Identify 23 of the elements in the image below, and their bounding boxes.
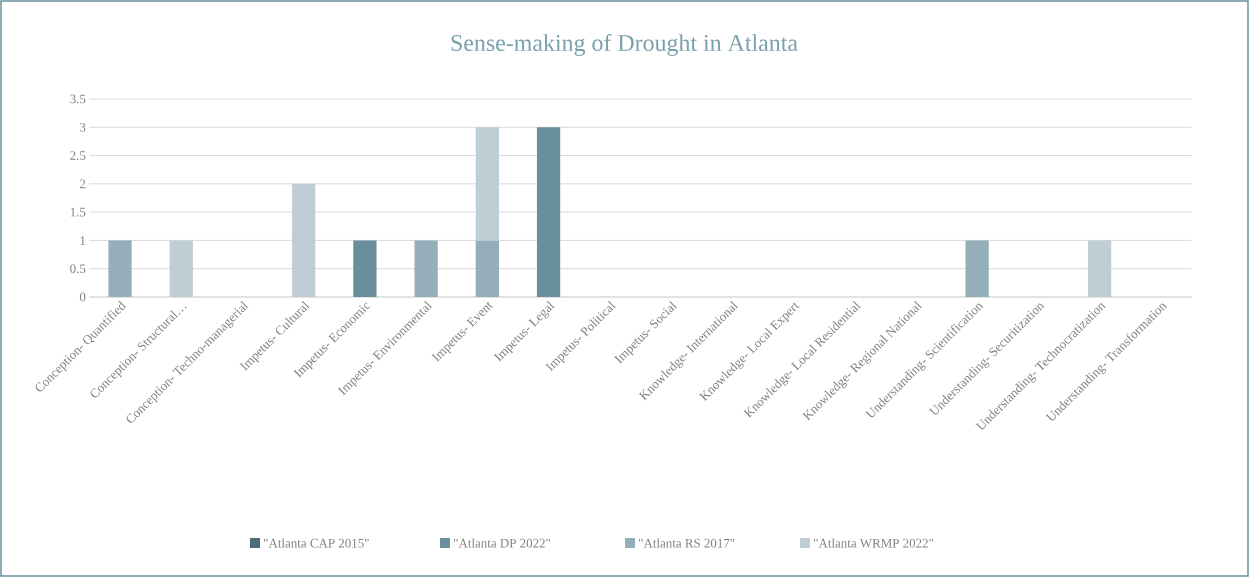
legend-label: "Atlanta WRMP 2022" xyxy=(814,538,934,548)
bar xyxy=(108,240,132,297)
legend-label: "Atlanta DP 2022" xyxy=(454,538,551,548)
legend-label: "Atlanta RS 2017" xyxy=(639,538,735,548)
bar xyxy=(414,240,438,297)
bar xyxy=(965,240,989,297)
bar xyxy=(292,183,316,297)
bar xyxy=(475,240,499,297)
bar xyxy=(353,240,377,297)
bar xyxy=(475,127,499,241)
y-tick-label: 2 xyxy=(79,179,86,189)
y-tick-label: 1.5 xyxy=(70,207,86,217)
y-tick-label: 2.5 xyxy=(70,151,86,160)
y-tick-label: 0.5 xyxy=(70,264,86,274)
y-tick-label: 1 xyxy=(80,236,86,245)
bar xyxy=(169,240,193,297)
bar xyxy=(1087,240,1112,297)
y-tick-label: 3.5 xyxy=(70,94,86,104)
legend-label: "Atlanta CAP 2015" xyxy=(264,538,369,548)
bar xyxy=(536,127,561,297)
y-tick-label: 3 xyxy=(80,122,86,132)
y-tick-label: 0 xyxy=(79,292,86,302)
chart-title: Sense-making of Drought in Atlanta xyxy=(451,34,798,56)
